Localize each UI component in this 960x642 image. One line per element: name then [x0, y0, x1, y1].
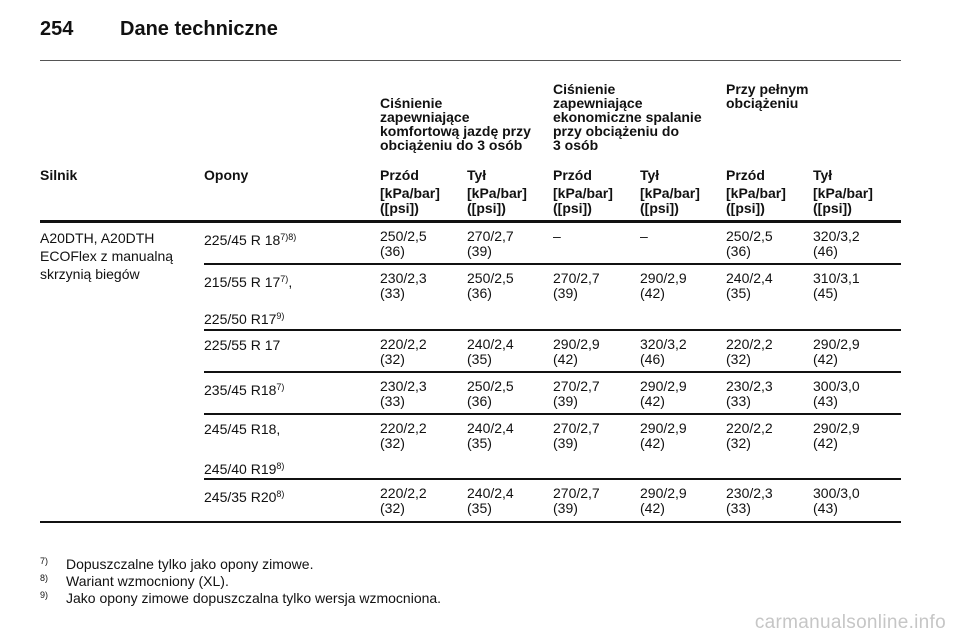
pressure-value: – — [640, 228, 648, 244]
column-header-front: Przód — [380, 167, 419, 183]
footnote-ref: 7) — [276, 382, 285, 392]
pressure-value: 290/2,9 (42) — [813, 420, 860, 451]
tire-size: 225/55 R 17 — [204, 337, 281, 353]
footnote-ref: 8) — [276, 489, 285, 499]
column-unit: [kPa/bar] ([psi]) — [380, 185, 440, 216]
watermark: carmanualsonline.info — [754, 612, 946, 633]
pressure-value: 290/2,9 (42) — [640, 420, 687, 451]
column-unit: [kPa/bar] ([psi]) — [813, 185, 873, 216]
column-header-tires: Opony — [204, 167, 249, 183]
pressure-value: 240/2,4 (35) — [726, 270, 773, 301]
footnote-ref: 9) — [276, 311, 285, 321]
group-header-eco: Ciśnienie zapewniające ekonomiczne spala… — [553, 81, 702, 153]
column-header-rear: Tył — [813, 167, 833, 183]
pressure-value: 220/2,2 (32) — [380, 485, 427, 516]
pressure-value: 290/2,9 (42) — [640, 485, 687, 516]
row-divider — [204, 413, 901, 415]
pressure-value: 230/2,3 (33) — [380, 378, 427, 409]
pressure-value: 290/2,9 (42) — [640, 378, 687, 409]
pressure-value: 240/2,4 (35) — [467, 336, 514, 367]
pressure-value: 270/2,7 (39) — [553, 485, 600, 516]
column-header-rear: Tył — [640, 167, 660, 183]
page-title: Dane techniczne — [120, 18, 278, 40]
pressure-value: 270/2,7 (39) — [553, 270, 600, 301]
pressure-value: 270/2,7 (39) — [553, 420, 600, 451]
pressure-value: 230/2,3 (33) — [726, 378, 773, 409]
group-header-full-load: Przy pełnym obciążeniu — [726, 81, 809, 111]
pressure-value: 320/3,2 (46) — [813, 228, 860, 259]
pressure-value: 250/2,5 (36) — [380, 228, 427, 259]
pressure-value: 320/3,2 (46) — [640, 336, 687, 367]
tire-size: 235/45 R187) — [204, 382, 285, 398]
column-unit: [kPa/bar] ([psi]) — [553, 185, 613, 216]
pressure-value: 250/2,5 (36) — [467, 270, 514, 301]
footnote-ref: 7) — [280, 274, 289, 284]
pressure-value: 270/2,7 (39) — [553, 378, 600, 409]
pressure-value: 230/2,3 (33) — [380, 270, 427, 301]
pressure-value: 220/2,2 (32) — [380, 420, 427, 451]
pressure-value: 300/3,0 (43) — [813, 485, 860, 516]
pressure-value: 220/2,2 (32) — [380, 336, 427, 367]
top-divider — [40, 60, 901, 61]
tire-size: 225/50 R179) — [204, 311, 285, 327]
table-bottom-divider — [40, 521, 901, 523]
tire-size: 245/35 R208) — [204, 489, 285, 505]
pressure-value: 220/2,2 (32) — [726, 336, 773, 367]
pressure-value: 290/2,9 (42) — [640, 270, 687, 301]
column-unit: [kPa/bar] ([psi]) — [467, 185, 527, 216]
tire-size: 225/45 R 187)8) — [204, 232, 297, 248]
footnote-ref: 7)8) — [280, 232, 297, 242]
pressure-value: – — [553, 228, 561, 244]
tire-size: 215/55 R 177), — [204, 274, 293, 290]
pressure-value: 290/2,9 (42) — [553, 336, 600, 367]
tire-size: 245/40 R198) — [204, 461, 285, 477]
column-header-rear: Tył — [467, 167, 487, 183]
pressure-value: 250/2,5 (36) — [467, 378, 514, 409]
group-header-comfort: Ciśnienie zapewniające komfortową jazdę … — [380, 95, 531, 153]
page-number: 254 — [40, 18, 74, 40]
header-divider — [40, 220, 901, 223]
row-divider — [204, 263, 901, 265]
column-header-front: Przód — [553, 167, 592, 183]
pressure-value: 240/2,4 (35) — [467, 420, 514, 451]
row-divider — [204, 478, 901, 480]
column-header-engine: Silnik — [40, 167, 78, 183]
pressure-value: 250/2,5 (36) — [726, 228, 773, 259]
pressure-value: 230/2,3 (33) — [726, 485, 773, 516]
pressure-value: 240/2,4 (35) — [467, 485, 514, 516]
engine-label: A20DTH, A20DTH ECOFlex z manualną skrzyn… — [40, 230, 174, 282]
pressure-value: 300/3,0 (43) — [813, 378, 860, 409]
pressure-value: 310/3,1 (45) — [813, 270, 860, 301]
tire-size: 245/45 R18, — [204, 421, 281, 437]
row-divider — [204, 329, 901, 331]
column-unit: [kPa/bar] ([psi]) — [640, 185, 700, 216]
pressure-value: 290/2,9 (42) — [813, 336, 860, 367]
pressure-value: 220/2,2 (32) — [726, 420, 773, 451]
pressure-value: 270/2,7 (39) — [467, 228, 514, 259]
row-divider — [204, 371, 901, 373]
footnote-ref: 8) — [276, 461, 285, 471]
column-unit: [kPa/bar] ([psi]) — [726, 185, 786, 216]
column-header-front: Przód — [726, 167, 765, 183]
